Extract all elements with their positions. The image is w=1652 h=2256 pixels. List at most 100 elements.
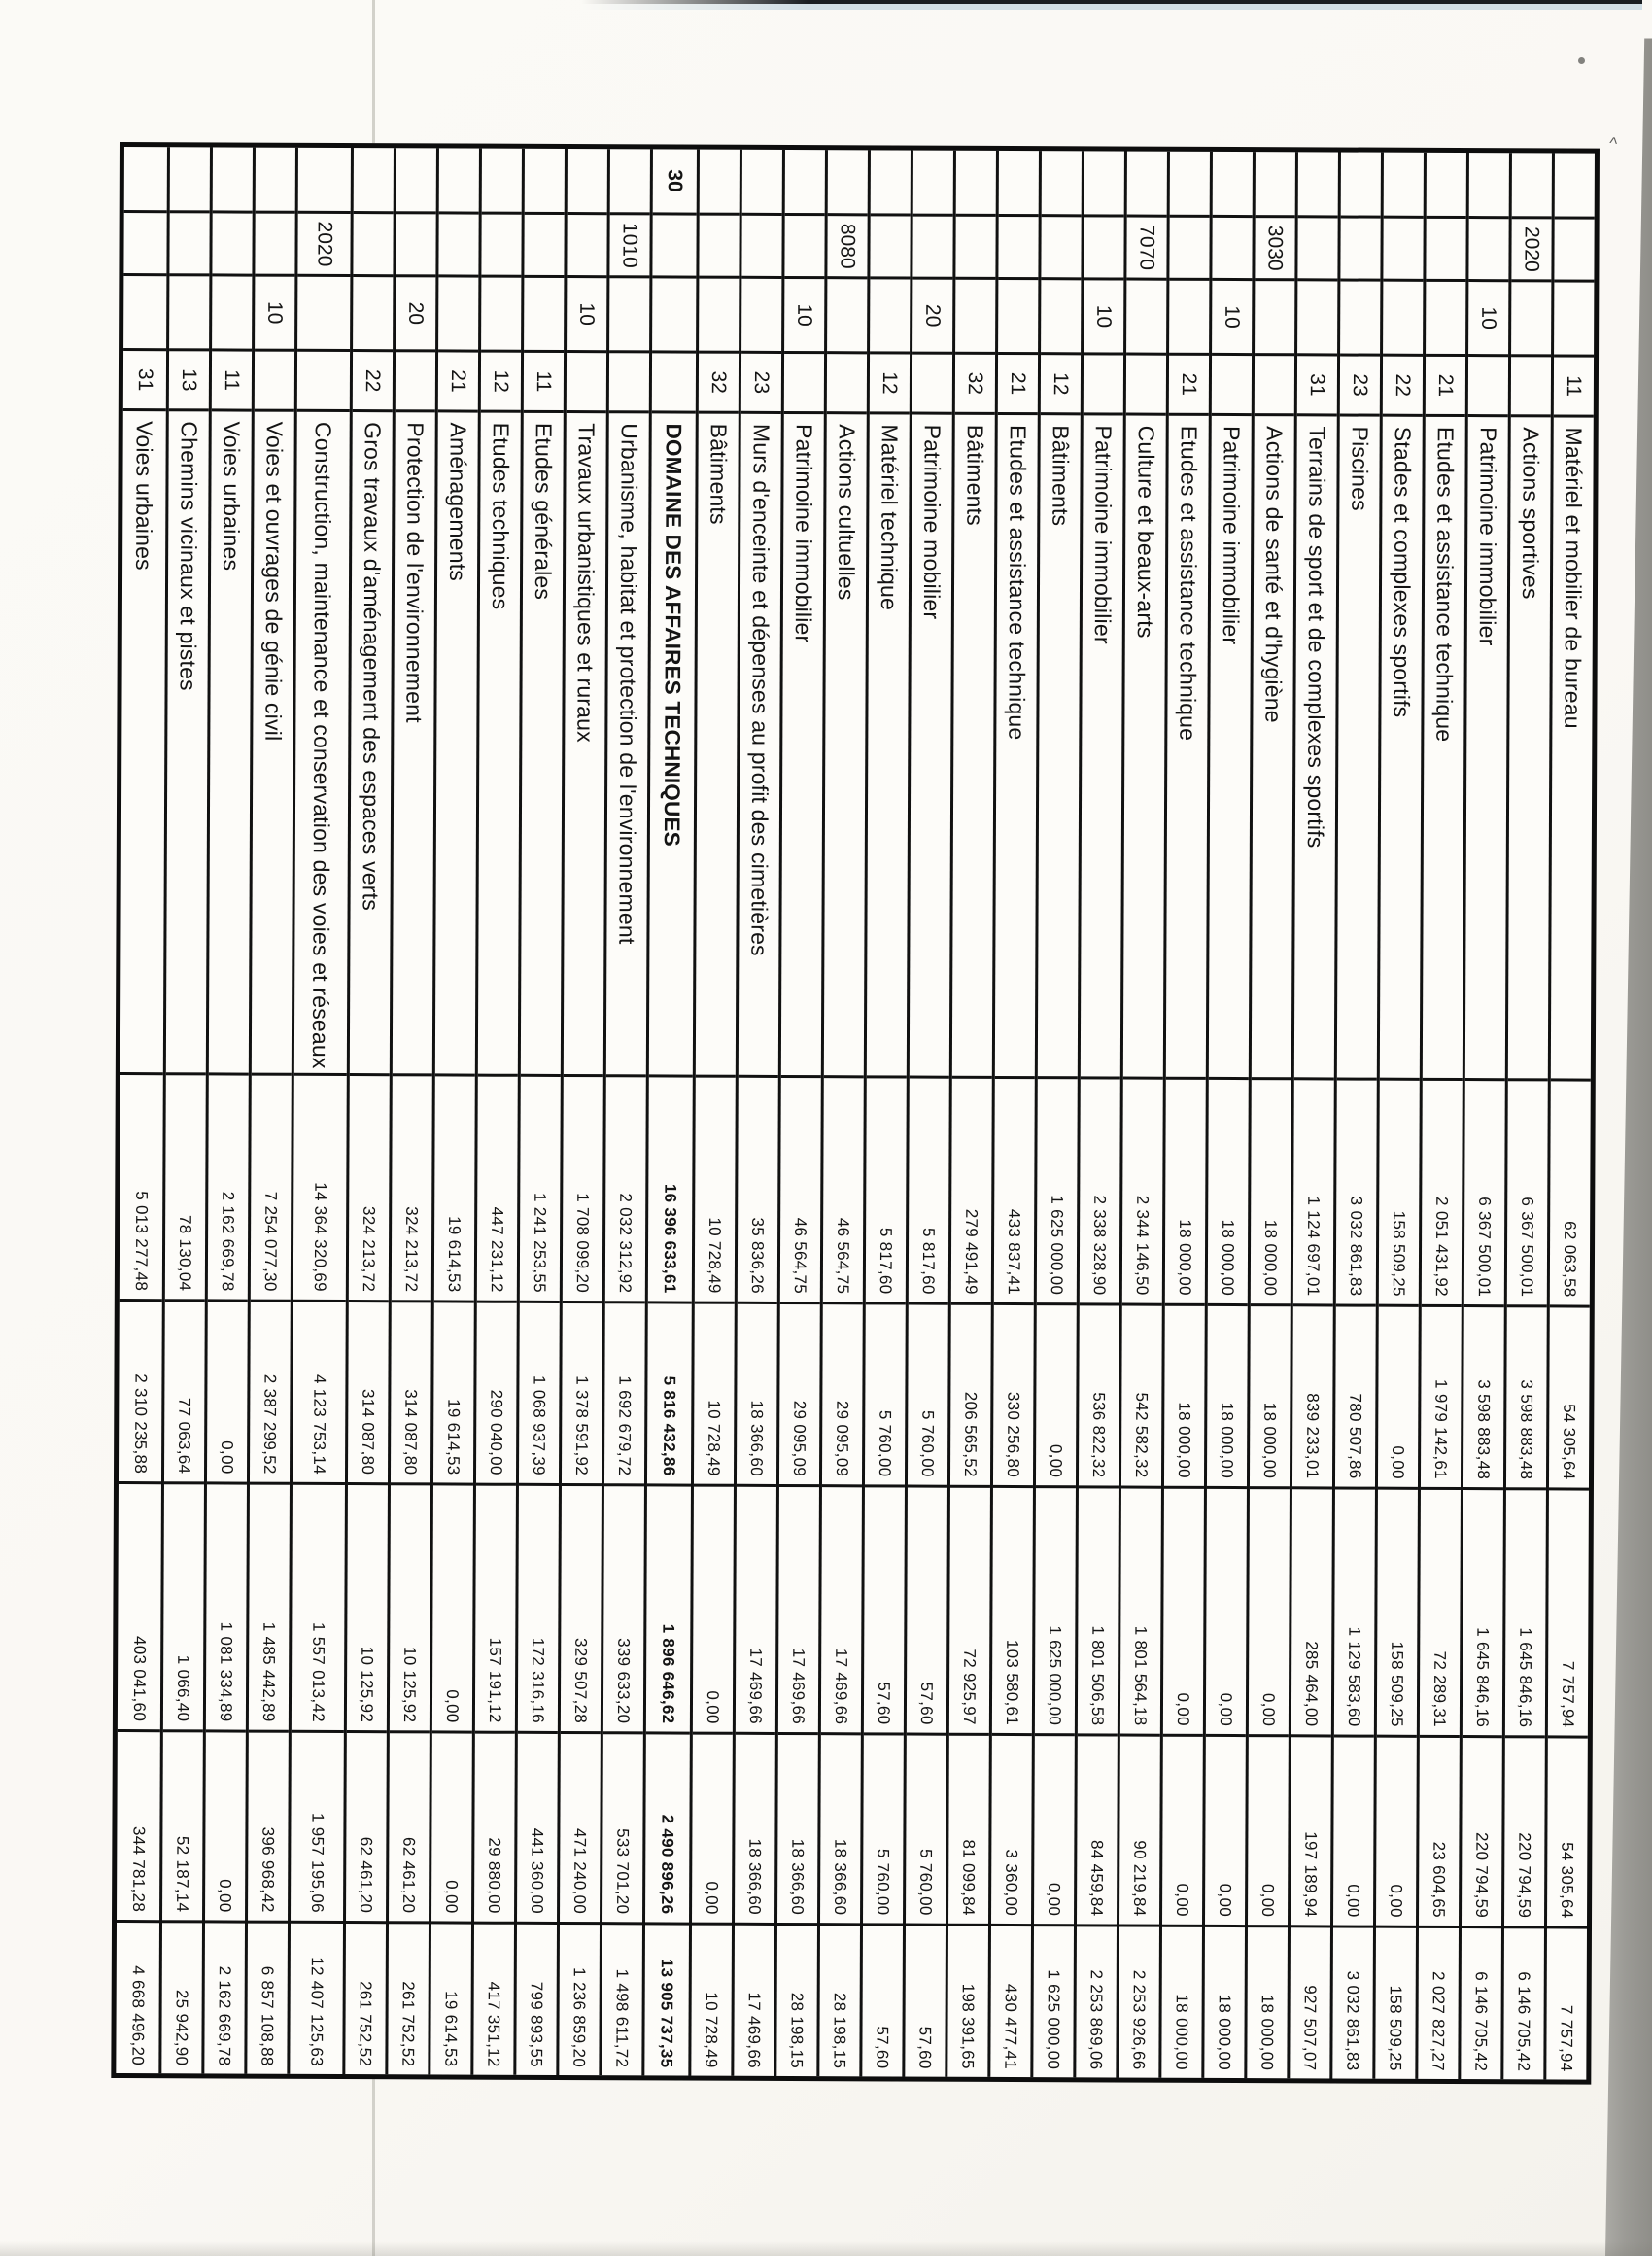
amount-cell: 3 032 861,83: [1335, 1080, 1377, 1307]
code-chapter-cell: [1340, 218, 1381, 282]
label-cell: Patrimoine immobilier: [1208, 415, 1252, 1081]
code-article-cell: 12: [480, 352, 522, 413]
code-article-cell: [1467, 357, 1509, 418]
amount-cell: 10 728,49: [702, 1992, 722, 2068]
table-row: 12 Matériel technique 5 817,60 5 760,00 …: [859, 150, 911, 2077]
amount-cell: 90 219,84: [1119, 1736, 1160, 1927]
amount-cell: 1 625 000,00: [1034, 1488, 1076, 1737]
amount-cell: 0,00: [692, 1486, 734, 1735]
code-article-cell: [1510, 357, 1552, 418]
amount-cell: 314 087,80: [390, 1302, 431, 1486]
amount-cell: 28 198,15: [830, 1992, 850, 2069]
amount-cell: 4 668 496,20: [128, 1965, 148, 2066]
code-article-cell: [395, 352, 436, 413]
table-row: 20 Protection de l'environnement 324 213…: [385, 148, 436, 2075]
amount-cell: 18 366,60: [776, 1734, 818, 1926]
amount-cell: 206 565,52: [949, 1304, 991, 1488]
code-sub-cell: 10: [1468, 282, 1509, 358]
code-sub-cell: 10: [567, 278, 607, 354]
amount-cell: 84 459,84: [1076, 1736, 1118, 1927]
code-chapter-cell: 7070: [1126, 217, 1167, 281]
amount-cell: 927 507,07: [1300, 1985, 1321, 2071]
code-domain-cell: [741, 149, 782, 216]
code-chapter-cell: [396, 214, 436, 278]
code-chapter-cell: [481, 214, 522, 278]
code-chapter-cell: [699, 215, 740, 279]
amount-cell: 7 254 077,30: [250, 1075, 292, 1302]
code-article-cell: 22: [1382, 356, 1424, 417]
scanner-top-edge: [581, 0, 1642, 10]
table-row: 10 Patrimoine immobilier 46 564,75 29 09…: [774, 149, 825, 2077]
label-cell: Voies et ouvrages de génie civil: [251, 411, 294, 1076]
amount-cell: 13 905 737,35: [657, 1958, 677, 2068]
amount-cell: 1 557 013,42: [291, 1484, 345, 1734]
amount-cell: 0,00: [692, 1734, 733, 1926]
amount-cell: 839 233,01: [1291, 1306, 1333, 1490]
code-article-cell: 11: [211, 351, 253, 412]
label-cell: Patrimoine immobilier: [1464, 417, 1508, 1082]
label-cell: Actions cultuelles: [823, 414, 867, 1079]
amount-cell: 1 801 564,18: [1119, 1488, 1161, 1737]
code-domain-cell: [998, 150, 1039, 218]
amount-cell: 324 213,72: [348, 1076, 390, 1303]
amount-cell: 330 256,80: [992, 1304, 1034, 1489]
amount-cell: 220 794,59: [1503, 1738, 1545, 1929]
amount-cell: 1 378 591,92: [561, 1303, 602, 1487]
amount-cell: 2 387 299,52: [249, 1302, 291, 1485]
label-cell: Protection de l'environnement: [392, 412, 435, 1077]
code-domain-cell: [609, 149, 650, 216]
label-cell: Aménagements: [434, 412, 478, 1077]
amount-cell: 1 066,40: [162, 1484, 204, 1733]
code-article-cell: 31: [122, 351, 167, 412]
code-article-cell: [566, 353, 607, 414]
code-chapter-cell: 8080: [827, 216, 868, 280]
code-domain-cell: [1297, 152, 1338, 219]
code-sub-cell: [353, 277, 394, 353]
amount-cell: 7 757,94: [1547, 1490, 1589, 1739]
amount-cell: 10 728,49: [693, 1303, 735, 1487]
label-cell: Actions de santé et d'hygiène: [1251, 416, 1294, 1081]
amount-cell: 78 130,04: [164, 1075, 206, 1302]
amount-cell: 81 099,84: [947, 1735, 989, 1926]
amount-cell: 799 893,55: [527, 1981, 547, 2067]
table-row: 10 Voies et ouvrages de génie civil 7 25…: [244, 147, 295, 2074]
code-article-cell: [783, 353, 825, 415]
amount-cell: 62 461,20: [389, 1733, 430, 1925]
code-domain-cell: [353, 148, 394, 215]
code-sub-cell: 10: [1212, 280, 1253, 357]
amount-cell: 5 760,00: [905, 1735, 946, 1926]
table-row: 12 Etudes techniques 447 231,12 290 040,…: [470, 148, 522, 2075]
code-domain-cell: [912, 150, 953, 217]
code-chapter-cell: 2020: [1511, 219, 1552, 283]
scanner-edge-shadow: [1605, 38, 1652, 2256]
code-domain-cell: [1511, 153, 1552, 220]
amount-cell: 1 625 000,00: [1036, 1079, 1078, 1306]
amount-cell: 72 289,31: [1419, 1489, 1461, 1739]
table-row: 11 Voies urbaines 2 162 669,78 0,00 1 08…: [201, 147, 253, 2074]
code-sub-cell: [481, 277, 522, 353]
amount-cell: 0,00: [1332, 1737, 1374, 1928]
code-sub-cell: [609, 278, 650, 354]
label-cell: Voies urbaines: [208, 411, 252, 1076]
amount-cell: 29 095,09: [778, 1303, 820, 1488]
table-row: 22 Gros travaux d'aménagement des espace…: [342, 148, 394, 2075]
amount-cell: 417 351,12: [484, 1981, 504, 2067]
amount-cell: 1 129 583,60: [1333, 1489, 1375, 1738]
code-domain-cell: [1169, 151, 1210, 218]
amount-cell: 18 000,00: [1250, 1080, 1291, 1307]
amount-cell: 62 461,20: [346, 1733, 387, 1925]
table-row: 12 Bâtiments 1 625 000,00 0,00 1 625 000…: [1030, 151, 1082, 2078]
amount-cell: 324 213,72: [391, 1076, 432, 1303]
table-row: 3030 Actions de santé et d'hygiène 18 00…: [1244, 152, 1295, 2079]
code-sub-cell: [169, 276, 210, 352]
table-row: 13 Chemins vicinaux et pistes 78 130,04 …: [158, 147, 210, 2074]
code-chapter-cell: [955, 216, 996, 280]
code-article-cell: 32: [954, 354, 996, 415]
table-row: 23 Piscines 3 032 861,83 780 507,86 1 12…: [1329, 152, 1381, 2079]
amount-cell: 1 708 099,20: [562, 1077, 603, 1304]
code-article-cell: [254, 351, 295, 412]
amount-cell: 279 491,49: [950, 1078, 992, 1305]
amount-cell: 1 801 506,58: [1077, 1488, 1119, 1737]
amount-cell: 57,60: [915, 2026, 936, 2069]
amount-cell: 29 095,09: [821, 1304, 863, 1488]
